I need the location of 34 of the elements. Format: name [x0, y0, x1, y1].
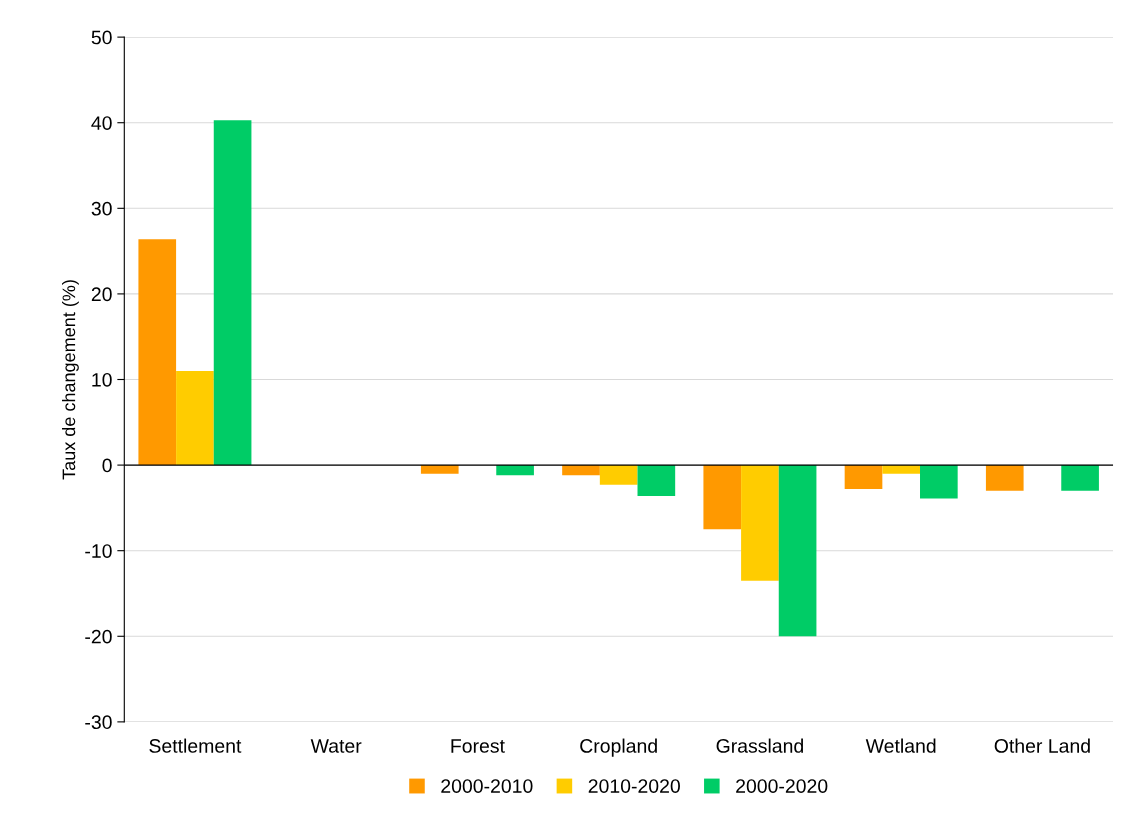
- bar: [420, 465, 459, 474]
- y-tick-label: 30: [91, 201, 112, 216]
- bar: [176, 370, 214, 466]
- x-tick-label: Forest: [451, 739, 505, 753]
- y-tick-label: -30: [85, 715, 112, 730]
- bar: [882, 465, 921, 474]
- x-tick-label: Settlement: [149, 738, 242, 753]
- x-tick-label: Wetland: [865, 738, 936, 753]
- y-tick-label: -10: [85, 544, 112, 558]
- legend-label: 2000-2010: [441, 779, 533, 793]
- bar: [920, 465, 958, 499]
- y-tick-label: 10: [92, 372, 112, 387]
- bar: [703, 465, 742, 530]
- y-tick-label: 0: [102, 458, 112, 473]
- y-tick-label: 20: [91, 287, 112, 302]
- bar: [985, 465, 1024, 491]
- y-tick-label: 40: [91, 116, 112, 130]
- x-tick-label: Other Land: [994, 738, 1090, 753]
- bar: [637, 465, 676, 496]
- bar: [778, 465, 817, 637]
- bar: [844, 465, 883, 490]
- bar: [741, 465, 779, 581]
- y-tick-label: 50: [91, 30, 112, 45]
- x-tick-label: Water: [310, 739, 362, 753]
- bar: [138, 239, 177, 466]
- y-axis-title: Taux de changement (%): [62, 280, 79, 480]
- x-tick-label: Grassland: [716, 738, 803, 753]
- y-tick-label: -20: [85, 629, 112, 644]
- x-tick-label: Cropland: [580, 738, 657, 757]
- bar: [213, 120, 252, 466]
- legend-label: 2010-2020: [588, 779, 680, 793]
- legend-label: 2000-2020: [736, 779, 828, 793]
- bar: [599, 465, 638, 485]
- bar: [1061, 465, 1099, 491]
